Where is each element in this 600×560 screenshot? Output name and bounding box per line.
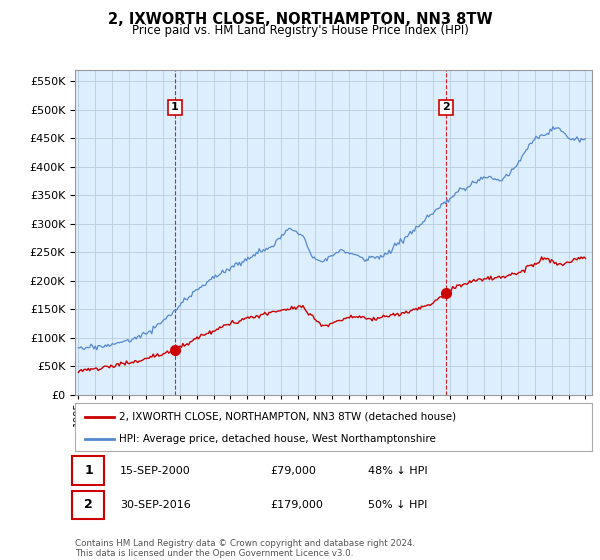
Text: 2: 2 xyxy=(442,102,450,113)
Text: £79,000: £79,000 xyxy=(270,465,316,475)
Text: 15-SEP-2000: 15-SEP-2000 xyxy=(120,465,191,475)
Text: 2: 2 xyxy=(84,498,93,511)
Text: 48% ↓ HPI: 48% ↓ HPI xyxy=(368,465,428,475)
Text: 2, IXWORTH CLOSE, NORTHAMPTON, NN3 8TW (detached house): 2, IXWORTH CLOSE, NORTHAMPTON, NN3 8TW (… xyxy=(119,412,456,422)
Text: £179,000: £179,000 xyxy=(270,500,323,510)
FancyBboxPatch shape xyxy=(73,491,104,519)
Text: 1: 1 xyxy=(84,464,93,477)
Text: 2, IXWORTH CLOSE, NORTHAMPTON, NN3 8TW: 2, IXWORTH CLOSE, NORTHAMPTON, NN3 8TW xyxy=(107,12,493,27)
Text: 50% ↓ HPI: 50% ↓ HPI xyxy=(368,500,428,510)
Text: 30-SEP-2016: 30-SEP-2016 xyxy=(120,500,191,510)
Text: Contains HM Land Registry data © Crown copyright and database right 2024.
This d: Contains HM Land Registry data © Crown c… xyxy=(75,539,415,558)
FancyBboxPatch shape xyxy=(73,456,104,485)
Text: Price paid vs. HM Land Registry's House Price Index (HPI): Price paid vs. HM Land Registry's House … xyxy=(131,24,469,37)
Text: 1: 1 xyxy=(171,102,179,113)
Text: HPI: Average price, detached house, West Northamptonshire: HPI: Average price, detached house, West… xyxy=(119,434,436,444)
